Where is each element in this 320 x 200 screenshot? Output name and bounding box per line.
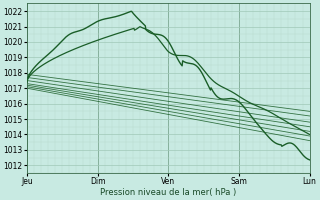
X-axis label: Pression niveau de la mer( hPa ): Pression niveau de la mer( hPa ) — [100, 188, 236, 197]
